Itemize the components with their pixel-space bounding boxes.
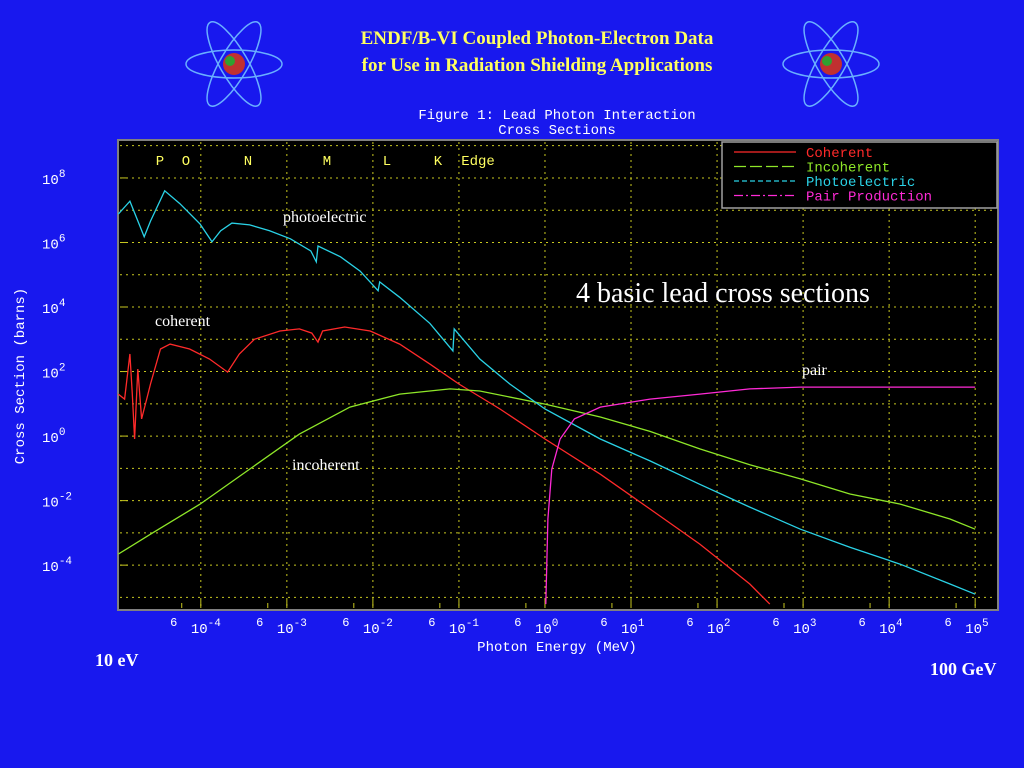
edge-label: Edge [461,154,495,170]
tick-exponent: 1 [638,618,645,630]
figure-caption: Cross Sections [498,123,616,139]
tick-exponent: 0 [59,427,66,439]
tick-base: 10 [42,173,59,189]
tick-base: 10 [42,367,59,383]
tick-label: 10-2 [42,492,72,512]
tick-exponent: -4 [208,618,222,630]
plot-area [117,139,999,611]
slide-title: ENDF/B-VI Coupled Photon-Electron Data [361,28,714,49]
legend-label: Pair Production [806,190,932,206]
x-minor-tick-label: 6 [944,616,951,630]
tick-exponent: 3 [810,618,817,630]
edge-label: P [156,154,164,170]
tick-base: 10 [535,622,552,638]
tick-label: 10-2 [363,618,393,638]
annotation: 4 basic lead cross sections [576,278,870,309]
edge-label: K [434,154,443,170]
tick-base: 10 [879,622,896,638]
tick-label: 105 [965,618,988,638]
tick-base: 10 [42,560,59,576]
tick-exponent: 2 [724,618,731,630]
legend-label: Incoherent [806,161,890,177]
x-minor-tick-label: 6 [686,616,693,630]
tick-base: 10 [191,622,208,638]
atom-icon-left [185,21,283,107]
series-line [118,189,976,595]
tick-base: 10 [621,622,638,638]
tick-base: 10 [707,622,724,638]
legend-box [721,141,998,209]
tick-exponent: 6 [59,233,66,245]
edge-label: L [383,154,391,170]
x-minor-tick-label: 6 [342,616,349,630]
edge-label: N [244,154,252,170]
legend-label: Photoelectric [806,175,915,191]
tick-base: 10 [42,431,59,447]
series-line [545,386,976,605]
tick-exponent: 4 [896,618,903,630]
tick-exponent: -2 [59,492,72,504]
tick-base: 10 [42,496,59,512]
figure-caption: Figure 1: Lead Photon Interaction [418,108,695,124]
tick-label: 101 [621,618,645,638]
x-minor-tick-label: 6 [514,616,521,630]
tick-exponent: 5 [982,618,989,630]
annotation: pair [802,362,828,379]
x-axis-label: Photon Energy (MeV) [477,640,637,656]
tick-base: 10 [965,622,982,638]
annotation: coherent [155,313,211,330]
x-minor-tick-label: 6 [170,616,177,630]
tick-base: 10 [42,302,59,318]
tick-base: 10 [42,237,59,253]
y-axis-label: Cross Section (barns) [13,288,29,464]
tick-label: 100 [535,618,558,638]
tick-exponent: 8 [59,169,66,181]
tick-label: 10-3 [277,618,307,638]
tick-exponent: 2 [59,363,66,375]
tick-base: 10 [363,622,380,638]
tick-label: 10-4 [191,618,221,638]
tick-label: 100 [42,427,65,447]
tick-base: 10 [793,622,810,638]
edge-label: M [323,154,331,170]
tick-label: 102 [707,618,730,638]
series-line [118,326,771,605]
atom-icon-right [782,21,880,107]
tick-label: 108 [42,169,65,189]
tick-label: 103 [793,618,816,638]
legend-label: Coherent [806,146,873,162]
tick-label: 10-4 [42,556,72,576]
tick-exponent: 0 [552,618,559,630]
tick-label: 106 [42,233,65,253]
tick-exponent: -2 [380,618,393,630]
x-minor-tick-label: 6 [600,616,607,630]
slide-title: for Use in Radiation Shielding Applicati… [362,55,713,76]
tick-label: 104 [879,618,903,638]
annotation: incoherent [292,457,360,474]
x-minor-tick-label: 6 [428,616,435,630]
annotation: photoelectric [283,209,367,226]
range-note: 100 GeV [930,659,997,679]
tick-exponent: 4 [59,298,66,310]
tick-base: 10 [277,622,294,638]
edge-label: O [182,154,190,170]
tick-exponent: -1 [466,618,480,630]
x-minor-tick-label: 6 [256,616,263,630]
tick-exponent: -3 [294,618,307,630]
range-note: 10 eV [95,650,139,670]
series-line [118,388,976,555]
tick-exponent: -4 [59,556,73,568]
x-minor-tick-label: 6 [772,616,779,630]
tick-label: 104 [42,298,66,318]
tick-base: 10 [449,622,466,638]
tick-label: 10-1 [449,618,479,638]
tick-label: 102 [42,363,65,383]
x-minor-tick-label: 6 [858,616,865,630]
